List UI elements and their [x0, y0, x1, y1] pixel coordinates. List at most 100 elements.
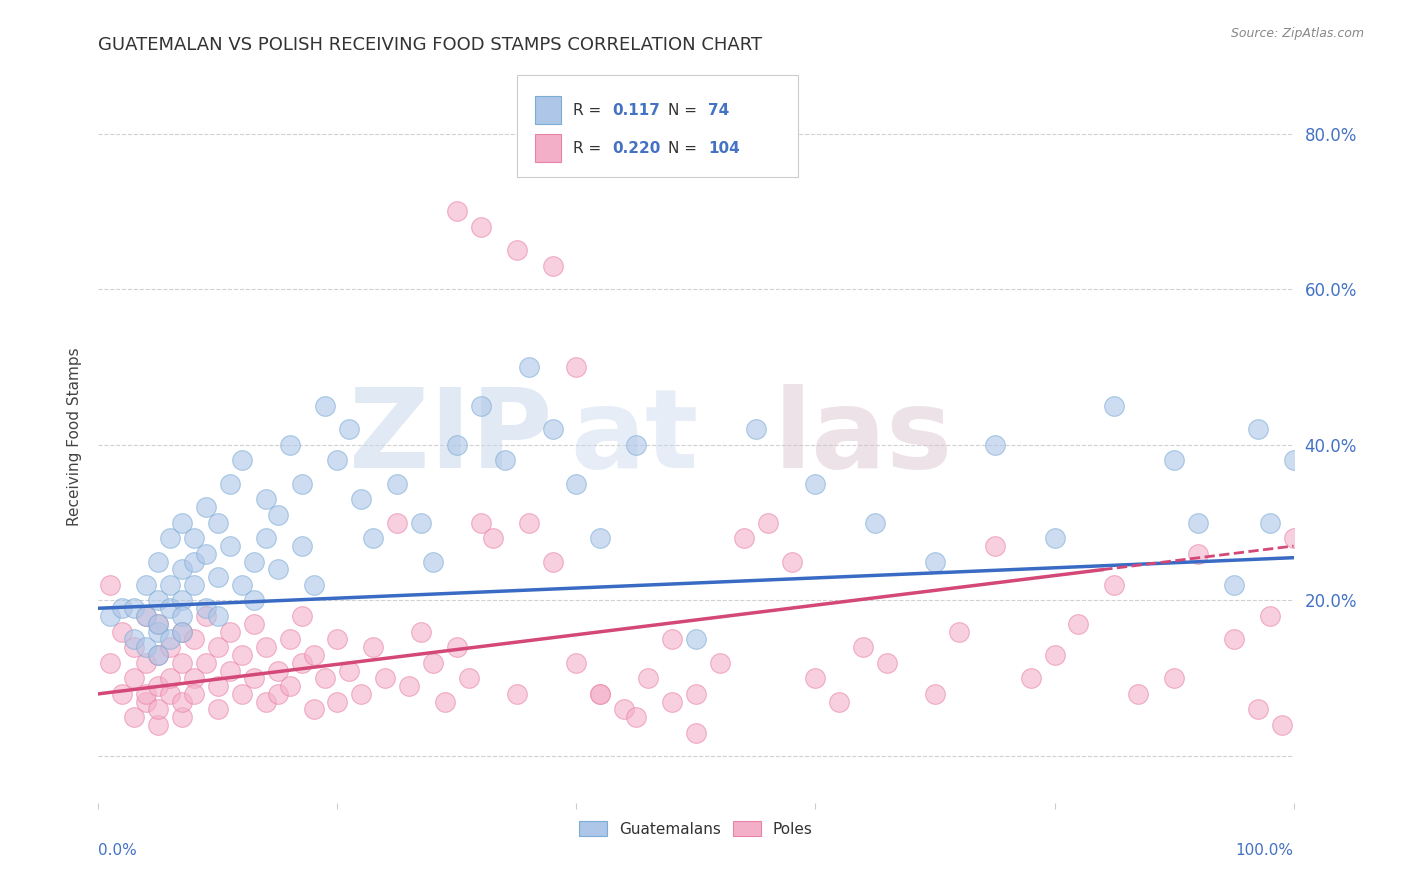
Point [745, 422, 768, 436]
Point [315, 671, 337, 685]
Point [363, 531, 385, 545]
Point [302, 578, 325, 592]
Point [589, 687, 612, 701]
Point [124, 710, 146, 724]
Point [350, 687, 373, 701]
Y-axis label: Receiving Food Stamps: Receiving Food Stamps [67, 348, 83, 526]
Point [148, 555, 170, 569]
Text: GUATEMALAN VS POLISH RECEIVING FOOD STAMPS CORRELATION CHART: GUATEMALAN VS POLISH RECEIVING FOOD STAM… [98, 36, 762, 54]
Point [254, 531, 277, 545]
Point [1282, 453, 1305, 467]
Point [589, 531, 612, 545]
Point [254, 492, 277, 507]
Point [326, 632, 349, 647]
Point [517, 359, 540, 374]
Point [183, 578, 205, 592]
Point [172, 593, 194, 607]
Point [172, 562, 194, 576]
Point [183, 687, 205, 701]
Point [291, 656, 314, 670]
Point [267, 508, 290, 522]
Point [159, 687, 181, 701]
Point [267, 562, 290, 576]
Point [231, 453, 253, 467]
Point [302, 702, 325, 716]
Point [446, 204, 468, 219]
Point [1282, 531, 1305, 545]
Point [124, 671, 146, 685]
Point [98, 578, 122, 592]
Point [422, 656, 444, 670]
Text: 104: 104 [709, 141, 740, 156]
Point [291, 476, 314, 491]
Point [135, 695, 157, 709]
Point [291, 539, 314, 553]
FancyBboxPatch shape [517, 75, 797, 178]
Point [1258, 609, 1281, 624]
Point [1043, 531, 1066, 545]
Point [984, 539, 1007, 553]
Point [613, 702, 636, 716]
Text: 0.220: 0.220 [613, 141, 661, 156]
Point [254, 640, 277, 655]
Point [135, 656, 157, 670]
Point [398, 679, 420, 693]
Point [1043, 648, 1066, 662]
Point [148, 593, 170, 607]
Point [565, 476, 588, 491]
Point [291, 609, 314, 624]
Point [411, 624, 433, 639]
Point [1187, 516, 1209, 530]
Point [494, 453, 516, 467]
Point [565, 359, 588, 374]
Point [1104, 399, 1126, 413]
Point [148, 648, 170, 662]
Point [148, 679, 170, 693]
Point [195, 601, 218, 615]
Point [159, 531, 181, 545]
Point [219, 476, 242, 491]
Point [231, 578, 253, 592]
Point [207, 570, 229, 584]
Point [1258, 516, 1281, 530]
Point [98, 609, 122, 624]
Text: 100.0%: 100.0% [1236, 843, 1294, 858]
Legend: Guatemalans, Poles: Guatemalans, Poles [574, 814, 818, 843]
Point [111, 601, 134, 615]
Point [637, 671, 659, 685]
Point [948, 624, 970, 639]
Text: Source: ZipAtlas.com: Source: ZipAtlas.com [1230, 27, 1364, 40]
Point [183, 632, 205, 647]
Point [411, 516, 433, 530]
Text: 74: 74 [709, 103, 730, 118]
Point [148, 702, 170, 716]
Point [159, 632, 181, 647]
Point [195, 609, 218, 624]
Text: 0.0%: 0.0% [98, 843, 138, 858]
Point [172, 656, 194, 670]
Point [267, 687, 290, 701]
Text: 0.117: 0.117 [613, 103, 661, 118]
Point [780, 555, 803, 569]
Point [111, 687, 134, 701]
Point [98, 656, 122, 670]
Point [1104, 578, 1126, 592]
Point [626, 438, 648, 452]
Point [541, 555, 564, 569]
Point [183, 671, 205, 685]
Point [124, 632, 146, 647]
Point [470, 219, 492, 234]
Point [148, 616, 170, 631]
Text: N =: N = [668, 141, 703, 156]
Point [363, 640, 385, 655]
FancyBboxPatch shape [534, 135, 561, 162]
Point [852, 640, 875, 655]
Point [124, 601, 146, 615]
FancyBboxPatch shape [534, 96, 561, 124]
Point [470, 399, 492, 413]
Point [111, 624, 134, 639]
Point [1223, 632, 1246, 647]
Point [172, 695, 194, 709]
Point [1067, 616, 1090, 631]
Point [315, 399, 337, 413]
